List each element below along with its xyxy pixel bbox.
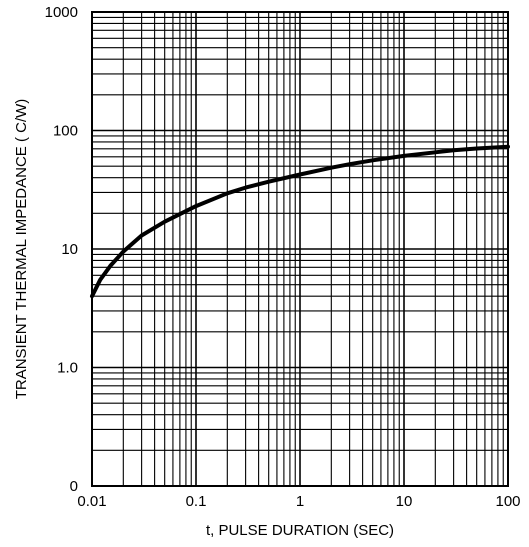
y-tick-label: 10	[61, 241, 78, 258]
plot-frame	[91, 11, 509, 487]
x-tick-label: 1	[296, 493, 304, 510]
grid	[91, 12, 508, 487]
y-tick-label: 0	[70, 478, 78, 495]
x-axis-title: t, PULSE DURATION (SEC)	[206, 522, 394, 539]
x-tick-label: 0.01	[77, 493, 106, 510]
thermal-impedance-curve	[90, 144, 510, 299]
y-axis-title: TRANSIENT THERMAL IMPEDANCE ( C/W)	[13, 99, 30, 400]
x-tick-labels: 0.01 0.1 1 10 100	[77, 493, 520, 510]
y-tick-labels: 0 1.0 10 100 1000	[45, 4, 78, 495]
x-tick-label: 10	[396, 493, 413, 510]
x-tick-label: 0.1	[186, 493, 207, 510]
y-tick-label: 1.0	[57, 360, 78, 377]
curve-layer	[90, 144, 510, 299]
y-tick-label: 1000	[45, 4, 78, 21]
y-tick-label: 100	[53, 123, 78, 140]
x-tick-label: 100	[495, 493, 520, 510]
